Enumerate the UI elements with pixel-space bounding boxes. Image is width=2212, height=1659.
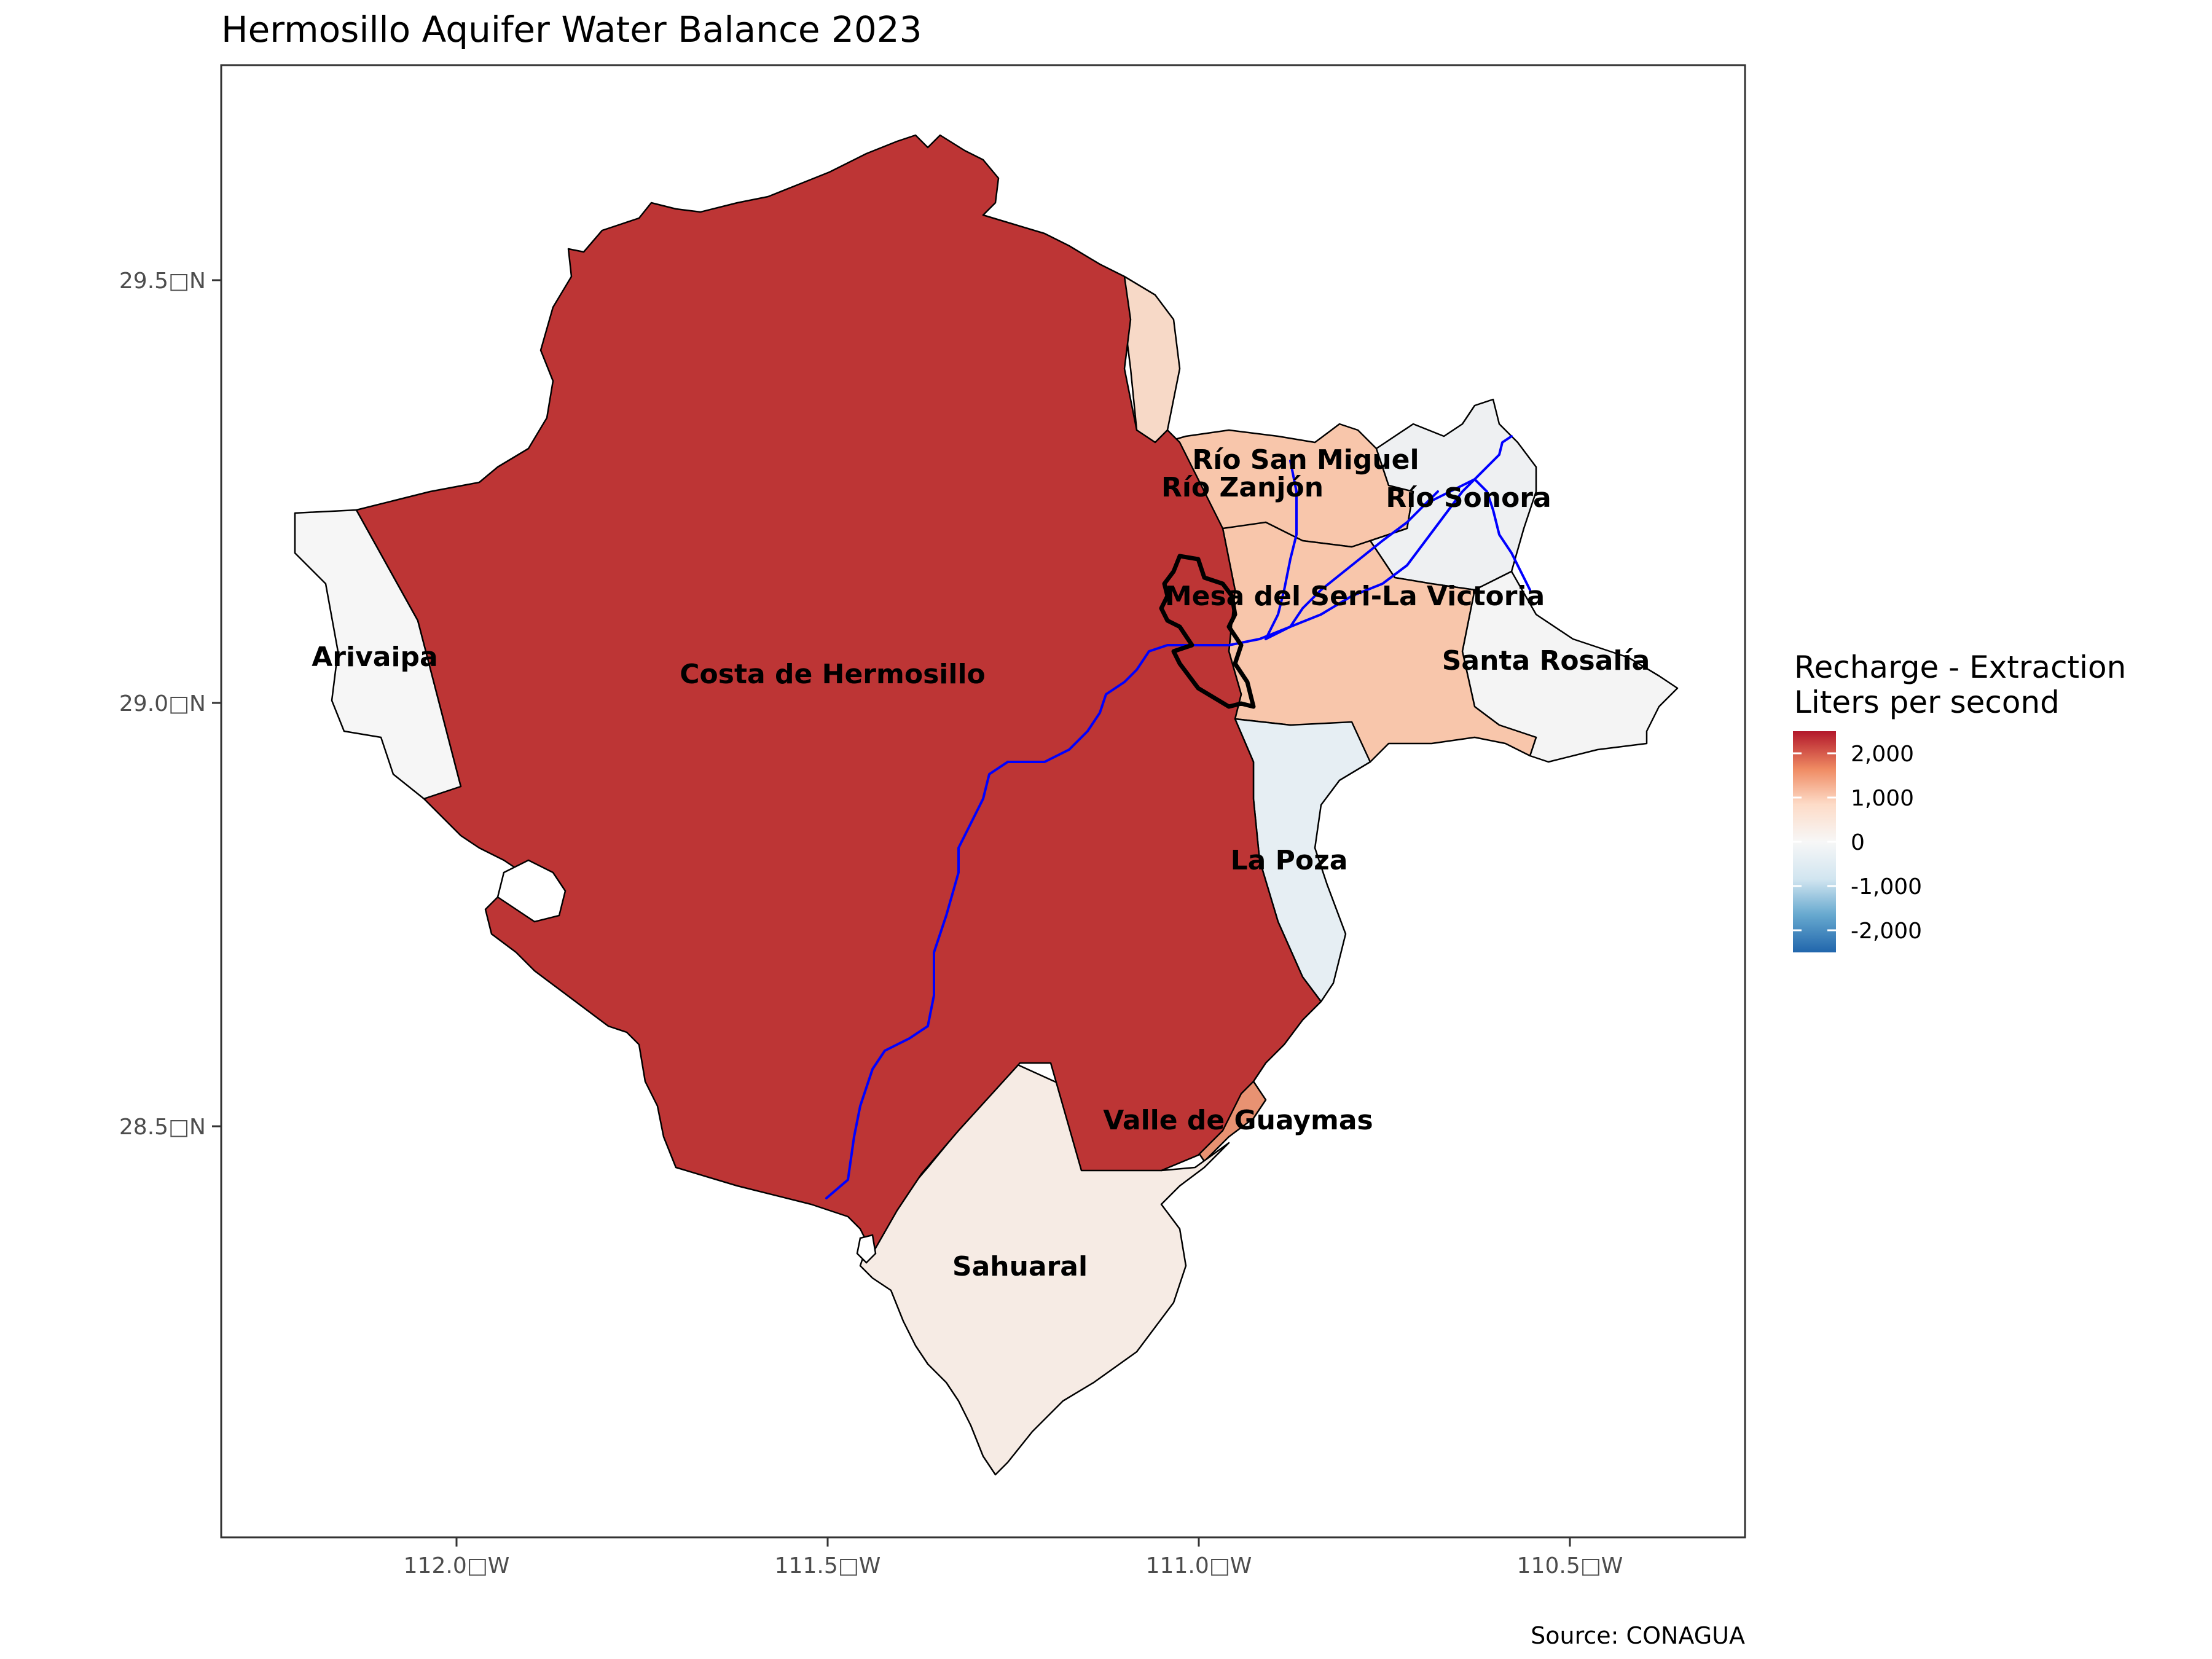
label-la-poza: La Poza	[1231, 845, 1348, 876]
y-tick-label: 29.5□N	[119, 269, 206, 294]
panel-border	[220, 64, 1746, 1539]
source-caption: Source: CONAGUA	[1531, 1622, 1745, 1649]
river-sonora-east	[1424, 478, 1531, 591]
region-costa-de-hermosillo[interactable]	[355, 134, 1322, 1255]
label-rio-zanjon: Río Zanjón	[1161, 472, 1324, 503]
x-tick-label: 111.0□W	[1146, 1553, 1252, 1579]
legend-title: Recharge - Extraction Liters per second	[1794, 650, 2126, 720]
y-tick-label: 29.0□N	[119, 691, 206, 716]
x-tick-label: 111.5□W	[775, 1553, 881, 1579]
hermosillo-city-outline	[1159, 554, 1256, 709]
map-title: Hermosillo Aquifer Water Balance 2023	[221, 9, 922, 50]
label-mesa-del-seri: Mesa del Seri-La Victoria	[1165, 581, 1545, 612]
legend-title-line2: Liters per second	[1794, 684, 2060, 720]
legend-tick-label: 0	[1851, 830, 1865, 855]
y-tick-label: 28.5□N	[119, 1115, 206, 1140]
label-sahuaral: Sahuaral	[952, 1251, 1088, 1282]
label-santa-rosalia: Santa Rosalía	[1442, 645, 1650, 677]
river-san-miguel	[1265, 460, 1298, 640]
legend-tick-label: 1,000	[1851, 786, 1914, 811]
legend-tick-label: -1,000	[1851, 874, 1922, 900]
label-rio-san-miguel: Río San Miguel	[1192, 444, 1419, 476]
legend-tick-label: 2,000	[1851, 742, 1914, 767]
island-shape	[856, 1234, 877, 1264]
legend-title-line1: Recharge - Extraction	[1794, 649, 2127, 685]
legend-tick-label: -2,000	[1851, 919, 1922, 944]
label-costa-de-hermosillo: Costa de Hermosillo	[680, 659, 986, 690]
x-tick-label: 110.5□W	[1517, 1553, 1623, 1579]
island-shape	[496, 859, 567, 923]
x-tick-label: 112.0□W	[404, 1553, 510, 1579]
label-rio-sonora: Río Sonora	[1386, 482, 1551, 514]
label-valle-de-guaymas: Valle de Guaymas	[1103, 1105, 1373, 1136]
label-arivaipa: Arivaipa	[312, 641, 437, 673]
river-tributary	[1265, 490, 1439, 640]
river-main	[825, 478, 1476, 1199]
river-northeast	[1473, 435, 1513, 480]
